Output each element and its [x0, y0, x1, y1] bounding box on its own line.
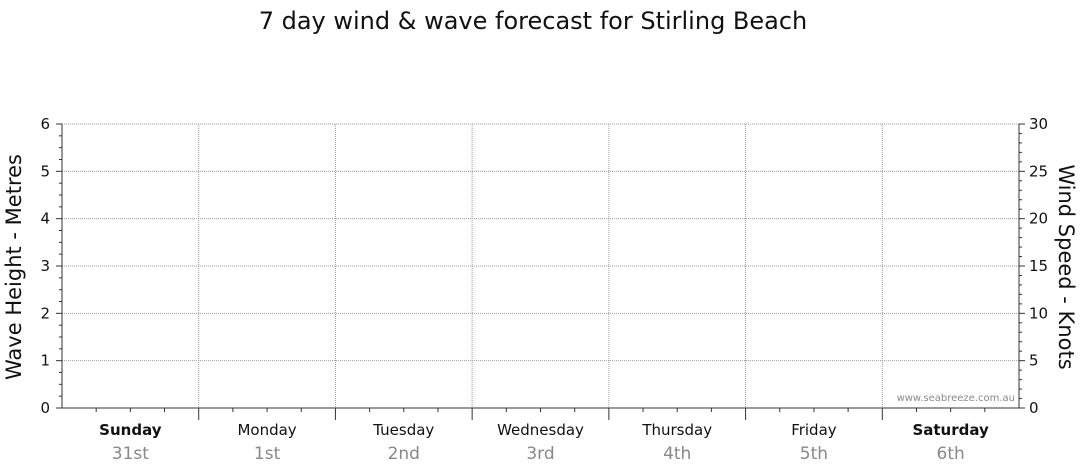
day-name-label: Tuesday [372, 421, 434, 439]
day-date-label: 5th [800, 444, 828, 464]
right-tick-label: 15 [1029, 257, 1048, 275]
right-tick-label: 20 [1029, 210, 1048, 228]
day-date-label: 1st [254, 444, 281, 464]
day-date-label: 6th [937, 444, 965, 464]
left-ticks: 0 1 2 3 4 5 6 [40, 115, 62, 417]
left-tick-label: 3 [40, 257, 50, 275]
right-tick-label: 10 [1029, 304, 1048, 322]
day-date-label: 2nd [388, 444, 420, 464]
left-tick-label: 0 [40, 399, 50, 417]
day-name-label: Wednesday [497, 421, 584, 439]
left-tick-label: 5 [40, 162, 50, 180]
left-tick-label: 2 [40, 304, 50, 322]
day-name-label: Sunday [99, 421, 162, 439]
left-tick-label: 4 [40, 210, 50, 228]
right-tick-label: 25 [1029, 162, 1048, 180]
chart-title: 7 day wind & wave forecast for Stirling … [259, 7, 808, 35]
day-labels: Sunday 31st Monday 1st Tuesday 2nd Wednesday 3r… [95, 408, 989, 464]
grid-lines [62, 123, 1019, 408]
right-tick-label: 30 [1029, 115, 1048, 133]
right-tick-label: 5 [1029, 352, 1039, 370]
day-name-label: Thursday [641, 421, 712, 439]
watermark: www.seabreeze.com.au [897, 393, 1015, 404]
right-ticks: 0 5 10 15 20 25 30 [1019, 115, 1048, 417]
day-name-label: Monday [237, 421, 296, 439]
right-axis-label: Wind Speed - Knots [1054, 164, 1078, 369]
day-date-label: 3rd [526, 444, 554, 464]
left-axis-label: Wave Height - Metres [2, 154, 26, 380]
left-tick-label: 1 [40, 352, 50, 370]
day-name-label: Friday [791, 421, 837, 439]
day-date-label: 4th [663, 444, 691, 464]
right-tick-label: 0 [1029, 399, 1039, 417]
left-tick-label: 6 [40, 115, 50, 133]
day-name-label: Saturday [912, 421, 989, 439]
day-date-label: 31st [112, 444, 149, 464]
